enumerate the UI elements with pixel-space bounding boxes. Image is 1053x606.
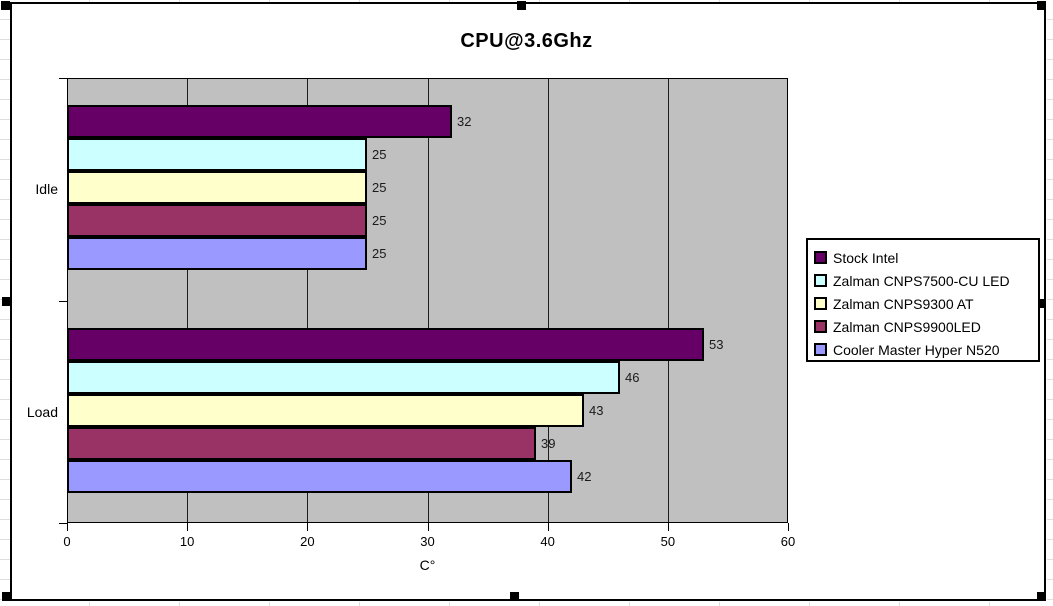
- selection-handle-bottom-middle[interactable]: [510, 592, 519, 601]
- bar-value-label: 39: [541, 436, 556, 451]
- bar-value-label: 42: [577, 469, 592, 484]
- legend-item-4[interactable]: Zalman CNPS9900LED: [814, 315, 981, 338]
- y-axis-tick-1: [59, 301, 67, 302]
- legend-item-3[interactable]: Zalman CNPS9300 AT: [814, 292, 974, 315]
- x-axis-tick-label-10: 10: [179, 534, 195, 549]
- legend-item-2[interactable]: Zalman CNPS7500-CU LED: [814, 269, 1010, 292]
- x-axis-tick-10: [187, 523, 189, 531]
- legend-label: Zalman CNPS7500-CU LED: [833, 272, 1010, 289]
- legend-label: Zalman CNPS9300 AT: [833, 295, 974, 312]
- x-axis-tick-label-30: 30: [420, 534, 435, 549]
- legend-label: Stock Intel: [833, 249, 899, 266]
- bar-value-label: 32: [457, 114, 472, 129]
- gridline-10: [187, 79, 189, 522]
- bar-idle-2[interactable]: [67, 138, 367, 171]
- legend-swatch-icon: [814, 251, 827, 264]
- worksheet-gridline-stubs-right: [1047, 0, 1053, 606]
- legend-label: Cooler Master Hyper N520: [833, 341, 1000, 358]
- legend-swatch-icon: [814, 343, 827, 356]
- x-axis-tick-label-60: 60: [780, 534, 796, 549]
- bar-load-1[interactable]: [67, 328, 704, 361]
- legend-item-5[interactable]: Cooler Master Hyper N520: [814, 338, 1000, 361]
- bar-load-2[interactable]: [67, 361, 620, 394]
- legend-label: Zalman CNPS9900LED: [833, 318, 981, 335]
- y-axis-tick-2: [59, 523, 67, 524]
- bar-value-label: 25: [372, 147, 387, 162]
- legend[interactable]: Stock Intel Zalman CNPS7500-CU LED Zalman …: [806, 238, 1040, 362]
- x-axis-tick-label-0: 0: [63, 534, 71, 549]
- bar-load-3[interactable]: [67, 394, 584, 427]
- x-axis-tick-20: [307, 523, 309, 531]
- x-axis-tick-label-20: 20: [300, 534, 315, 549]
- gridline-50: [667, 79, 669, 522]
- bar-value-label: 46: [625, 370, 640, 385]
- gridline-40: [547, 79, 549, 522]
- bar-value-label: 25: [372, 213, 387, 228]
- x-axis-title: C°: [419, 557, 436, 573]
- selection-handle-middle-left[interactable]: [2, 297, 11, 306]
- gridline-20: [307, 79, 309, 522]
- legend-swatch-icon: [814, 320, 827, 333]
- bar-idle-4[interactable]: [67, 204, 367, 237]
- bar-load-4[interactable]: [67, 427, 536, 460]
- selection-handle-middle-right[interactable]: [1036, 299, 1045, 308]
- bar-idle-3[interactable]: [67, 171, 367, 204]
- x-axis-tick-60: [788, 523, 789, 531]
- bar-value-label: 25: [372, 246, 387, 261]
- selection-handle-bottom-right[interactable]: [1037, 592, 1046, 601]
- x-axis-tick-40: [547, 523, 549, 531]
- bar-value-label: 53: [709, 337, 724, 352]
- bar-load-5[interactable]: [67, 460, 572, 493]
- gridline-30: [427, 79, 429, 522]
- bar-value-label: 25: [372, 180, 387, 195]
- y-axis-tick-0: [59, 78, 67, 79]
- legend-swatch-icon: [814, 274, 827, 287]
- selection-handle-top-right[interactable]: [1037, 1, 1046, 10]
- selection-handle-top-middle[interactable]: [517, 1, 526, 10]
- selection-handle-bottom-left[interactable]: [2, 592, 11, 601]
- x-axis-tick-0: [67, 523, 68, 531]
- legend-swatch-icon: [814, 297, 827, 310]
- bar-idle-1[interactable]: [67, 105, 452, 138]
- category-label-load: Load: [26, 404, 58, 420]
- chart-title: CPU@3.6Ghz: [460, 30, 593, 52]
- x-axis-tick-label-50: 50: [660, 534, 676, 549]
- bar-idle-5[interactable]: [67, 237, 367, 270]
- legend-item-1[interactable]: Stock Intel: [814, 246, 898, 269]
- category-label-idle: Idle: [35, 181, 58, 197]
- selection-handle-top-left[interactable]: [1, 1, 10, 10]
- x-axis-tick-label-40: 40: [540, 534, 555, 549]
- x-axis-tick-30: [427, 523, 429, 531]
- bar-value-label: 43: [589, 403, 604, 418]
- x-axis-tick-50: [667, 523, 669, 531]
- worksheet-gridline-stubs-bottom: [0, 602, 1053, 606]
